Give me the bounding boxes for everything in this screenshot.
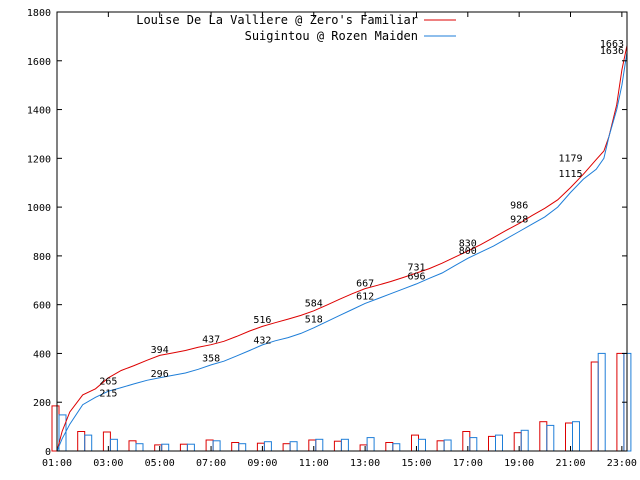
x-tick-label: 01:00 [42, 458, 72, 469]
hourly-bars [51, 352, 632, 452]
hourly-bar-series-1 [513, 432, 522, 452]
hourly-bar-series-2 [392, 443, 401, 452]
data-label-series-1: 731 [407, 263, 425, 274]
x-tick-label: 19:00 [504, 458, 534, 469]
y-tick-label: 1600 [27, 57, 51, 68]
data-label-series-2: 296 [151, 369, 169, 380]
data-label-series-1: 516 [253, 315, 271, 326]
y-tick-label: 1200 [27, 154, 51, 165]
x-tick-label: 23:00 [607, 458, 637, 469]
data-label-series-1: 1663 [600, 39, 624, 50]
x-tick-label: 05:00 [145, 458, 175, 469]
cumulative-line-series-2 [56, 51, 628, 452]
hourly-bar-series-2 [315, 438, 324, 452]
hourly-bar-series-2 [84, 434, 93, 452]
hourly-bar-series-1 [308, 439, 317, 452]
hourly-bar-series-2 [520, 429, 529, 452]
legend: Louise De La Valliere @ Zero's Familiar S… [136, 13, 456, 43]
hourly-bar-series-1 [128, 440, 137, 452]
data-label-series-1: 830 [459, 239, 477, 250]
hourly-bar-series-1 [179, 443, 188, 452]
hourly-bar-series-1 [205, 439, 214, 452]
data-label-series-2: 612 [356, 292, 374, 303]
data-label-series-2: 696 [407, 271, 425, 282]
data-label-series-2: 358 [202, 354, 220, 365]
hourly-bar-series-1 [333, 440, 342, 452]
hourly-bar-series-1 [590, 361, 599, 452]
axes: 0 200 400 600 800 1000 1200 1400 1600 1800 01:00 03… [27, 8, 637, 469]
y-tick-label: 1800 [27, 8, 51, 19]
hourly-bar-series-1 [231, 442, 240, 452]
data-label-series-1: 1179 [558, 154, 582, 165]
data-labels: 265 394 437 516 584 667 731 830 986 1179 1663 215 29… [99, 39, 624, 400]
hourly-bar-series-1 [436, 440, 445, 452]
y-tick-label: 0 [45, 447, 51, 458]
x-tick-label: 13:00 [350, 458, 380, 469]
hourly-bar-series-2 [495, 434, 503, 452]
hourly-bar-series-1 [154, 444, 163, 452]
y-tick-label: 200 [33, 398, 51, 409]
hourly-bar-series-2 [135, 443, 144, 452]
hourly-bar-series-1 [77, 431, 86, 452]
hourly-bar-series-2 [469, 437, 478, 452]
data-label-series-2: 432 [253, 336, 271, 347]
y-tick-label: 1000 [27, 203, 51, 214]
data-label-series-2: 1636 [600, 46, 624, 57]
hourly-bar-series-2 [572, 421, 580, 452]
cumulative-lines [56, 45, 628, 452]
hourly-bar-series-2 [443, 439, 452, 452]
hourly-bar-series-2 [340, 438, 349, 452]
legend-label-series-2: Suigintou @ Rozen Maiden [245, 29, 418, 43]
data-label-series-1: 584 [305, 299, 323, 310]
hourly-bar-series-2 [289, 441, 298, 452]
x-tick-label: 17:00 [453, 458, 483, 469]
y-tick-label: 600 [33, 301, 51, 312]
x-tick-label: 07:00 [196, 458, 226, 469]
data-label-series-1: 667 [356, 278, 374, 289]
data-label-series-1: 394 [151, 345, 169, 356]
x-tick-label: 11:00 [299, 458, 329, 469]
hourly-bar-series-1 [565, 422, 573, 452]
hourly-bar-series-1 [256, 442, 265, 452]
hourly-bar-series-1 [539, 421, 548, 452]
hourly-bar-series-1 [359, 444, 368, 452]
cumulative-line-series-1 [56, 45, 628, 452]
data-label-series-2: 928 [510, 215, 528, 226]
hourly-bar-series-1 [282, 443, 291, 452]
hourly-bar-series-2 [212, 440, 221, 452]
data-label-series-2: 800 [459, 246, 477, 257]
x-tick-label: 09:00 [247, 458, 277, 469]
hourly-bar-series-1 [51, 405, 60, 452]
hourly-bar-series-2 [161, 443, 170, 452]
hourly-bar-series-2 [418, 438, 426, 452]
hourly-bar-series-1 [385, 442, 394, 452]
x-tick-label: 15:00 [401, 458, 431, 469]
hourly-bar-series-1 [102, 431, 111, 452]
x-tick-label: 21:00 [555, 458, 585, 469]
data-label-series-1: 265 [99, 376, 117, 387]
hourly-bar-series-2 [546, 424, 555, 452]
y-tick-label: 800 [33, 252, 51, 263]
x-tick-label: 03:00 [93, 458, 123, 469]
hourly-bar-series-2 [186, 443, 195, 452]
data-label-series-2: 518 [305, 315, 323, 326]
y-tick-label: 1400 [27, 106, 51, 117]
hourly-bar-series-2 [366, 437, 375, 452]
hourly-bar-series-2 [597, 352, 606, 452]
legend-label-series-1: Louise De La Valliere @ Zero's Familiar [136, 13, 418, 27]
hourly-bar-series-1 [411, 434, 419, 452]
data-label-series-2: 215 [99, 389, 117, 400]
hourly-bar-series-1 [462, 431, 471, 452]
hourly-bar-series-2 [109, 438, 118, 452]
hourly-bar-series-2 [238, 443, 247, 452]
plot-frame [56, 11, 628, 452]
y-tick-label: 400 [33, 349, 51, 360]
data-label-series-1: 986 [510, 201, 528, 212]
hourly-bar-series-2 [263, 441, 272, 452]
data-label-series-1: 437 [202, 334, 220, 345]
data-label-series-2: 1115 [558, 169, 582, 180]
hourly-bar-series-1 [488, 435, 496, 452]
